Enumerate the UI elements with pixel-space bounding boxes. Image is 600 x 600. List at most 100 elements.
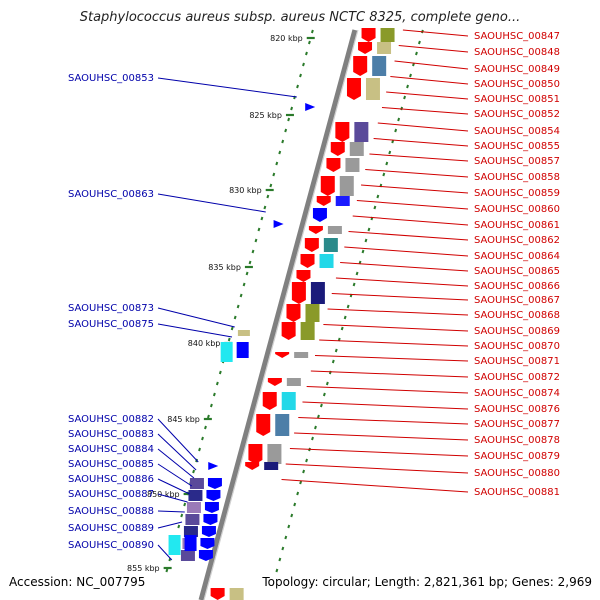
label-leader-line xyxy=(323,324,469,332)
label-leader-line xyxy=(381,107,469,115)
label-leader-line xyxy=(157,433,197,471)
minor-tick-inner xyxy=(296,84,299,89)
minor-tick-outer xyxy=(352,282,356,287)
reverse-gene-arrow xyxy=(281,322,296,340)
minor-tick-outer xyxy=(334,348,338,353)
gene-cog-block xyxy=(380,28,395,42)
gene-label-right: SAOUHSC_00855 xyxy=(474,141,560,152)
reverse-gene-arrow xyxy=(304,238,319,252)
label-leader-line xyxy=(157,323,233,338)
label-leader-line xyxy=(157,77,297,98)
minor-tick-outer xyxy=(394,128,398,133)
gene-label-left: SAOUHSC_00873 xyxy=(68,303,154,314)
minor-tick-inner xyxy=(275,161,279,166)
label-leader-line xyxy=(157,418,199,463)
forward-gene-arrow xyxy=(206,490,221,501)
label-leader-line xyxy=(373,138,469,147)
label-leader-line xyxy=(361,184,469,194)
gene-label-right: SAOUHSC_00881 xyxy=(474,487,560,498)
gene-label-right: SAOUHSC_00848 xyxy=(474,47,560,58)
minor-tick-inner xyxy=(192,469,196,474)
reverse-gene-arrow xyxy=(275,352,290,358)
reverse-gene-arrow xyxy=(330,142,345,156)
minor-tick-inner xyxy=(209,403,213,408)
minor-tick-outer xyxy=(376,194,380,199)
gene-label-left: SAOUHSC_00889 xyxy=(68,523,154,534)
gene-label-left: SAOUHSC_00887 xyxy=(68,489,154,500)
gene-label-left: SAOUHSC_00888 xyxy=(68,506,154,517)
minor-tick-outer xyxy=(382,172,386,177)
forward-gene-arrow xyxy=(207,478,222,489)
minor-tick-inner xyxy=(281,139,285,144)
gene-label-right: SAOUHSC_00860 xyxy=(474,204,560,215)
minor-tick-inner xyxy=(278,150,282,155)
gene-cog-block xyxy=(377,42,392,54)
minor-tick-inner xyxy=(284,128,288,133)
gene-cog-block xyxy=(345,158,360,172)
reverse-gene-arrow xyxy=(286,304,301,322)
gene-label-left: SAOUHSC_00875 xyxy=(68,319,154,330)
minor-tick-outer xyxy=(385,161,389,166)
minor-tick-outer xyxy=(299,480,303,485)
gene-cog-block xyxy=(168,535,181,555)
minor-tick-inner xyxy=(269,183,273,188)
minor-tick-inner xyxy=(299,73,302,78)
gene-label-right: SAOUHSC_00849 xyxy=(474,64,560,75)
gene-cog-block xyxy=(267,444,282,464)
reverse-gene-arrow xyxy=(210,588,225,600)
minor-tick-outer xyxy=(367,227,371,232)
gene-cog-block xyxy=(229,588,244,600)
gene-label-right: SAOUHSC_00861 xyxy=(474,220,560,231)
gene-cog-block xyxy=(305,304,320,322)
kbp-tick-label: 830 kbp xyxy=(229,186,262,195)
gene-label-right: SAOUHSC_00868 xyxy=(474,310,560,321)
kbp-tick-label: 855 kbp xyxy=(127,564,160,573)
gene-cog-block xyxy=(180,550,195,561)
reverse-gene-arrow xyxy=(262,392,277,410)
minor-tick-inner xyxy=(183,502,187,507)
label-leader-line xyxy=(402,29,469,37)
gene-cog-block xyxy=(281,392,296,410)
label-leader-line xyxy=(327,308,469,316)
minor-tick-outer xyxy=(403,95,407,100)
label-leader-line xyxy=(294,432,469,441)
gene-label-right: SAOUHSC_00850 xyxy=(474,79,560,90)
gene-cog-block xyxy=(183,526,198,537)
minor-tick-outer xyxy=(406,84,409,89)
gene-label-right: SAOUHSC_00864 xyxy=(474,251,560,262)
gene-cog-block xyxy=(188,490,203,501)
minor-tick-inner xyxy=(180,513,184,518)
reverse-gene-arrow xyxy=(312,208,327,222)
label-leader-line xyxy=(302,401,469,410)
reverse-gene-arrow xyxy=(300,254,315,268)
reverse-gene-arrow xyxy=(361,28,376,42)
minor-tick-outer xyxy=(305,458,309,463)
minor-tick-inner xyxy=(233,315,237,320)
minor-tick-inner xyxy=(165,568,169,573)
gene-label-right: SAOUHSC_00857 xyxy=(474,156,560,167)
forward-gene-arrow xyxy=(203,514,218,525)
label-leader-line xyxy=(394,60,469,70)
minor-tick-outer xyxy=(417,40,421,45)
minor-tick-inner xyxy=(290,106,294,111)
backbone-line xyxy=(198,29,358,600)
kbp-tick-label: 835 kbp xyxy=(208,263,241,272)
gene-label-right: SAOUHSC_00847 xyxy=(474,31,560,42)
gene-label-right: SAOUHSC_00872 xyxy=(474,372,560,383)
forward-gene-arrow xyxy=(305,103,316,111)
forward-gene-arrow xyxy=(239,348,250,356)
gene-label-left: SAOUHSC_00885 xyxy=(68,459,154,470)
label-leader-line xyxy=(157,544,173,561)
gene-cog-block xyxy=(327,226,342,234)
minor-tick-outer xyxy=(296,491,300,496)
gene-label-left: SAOUHSC_00883 xyxy=(68,429,154,440)
kbp-tick-label: 845 kbp xyxy=(167,415,200,424)
gene-cog-block xyxy=(349,142,364,156)
minor-tick-outer xyxy=(397,117,401,122)
label-leader-line xyxy=(390,76,469,85)
kbp-tick-label: 820 kbp xyxy=(270,34,303,43)
minor-tick-inner xyxy=(245,271,249,276)
forward-gene-arrow xyxy=(273,220,284,228)
reverse-gene-arrow xyxy=(326,158,341,172)
minor-tick-inner xyxy=(248,260,252,265)
